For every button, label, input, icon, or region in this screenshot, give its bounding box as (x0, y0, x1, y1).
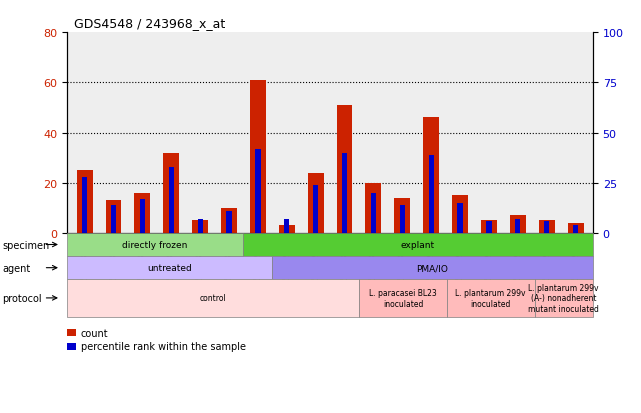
Text: L. plantarum 299v
inoculated: L. plantarum 299v inoculated (456, 289, 526, 308)
Bar (487, 221, 492, 233)
Text: protocol: protocol (2, 293, 42, 303)
Bar (429, 155, 434, 233)
Bar (279, 226, 295, 233)
Bar (192, 221, 208, 233)
Bar (539, 221, 554, 233)
Bar (111, 205, 116, 233)
Bar (544, 221, 549, 233)
Bar (135, 193, 151, 233)
Bar (197, 219, 203, 233)
Text: L. plantarum 299v
(A-) nonadherent
mutant inoculated: L. plantarum 299v (A-) nonadherent mutan… (528, 283, 599, 313)
Bar (452, 196, 468, 233)
Bar (106, 201, 121, 233)
Bar (250, 81, 266, 233)
Bar (400, 205, 405, 233)
Bar (226, 211, 231, 233)
Bar (481, 221, 497, 233)
Text: agent: agent (2, 263, 30, 273)
Text: directly frozen: directly frozen (122, 240, 188, 249)
Bar (284, 219, 289, 233)
Bar (515, 219, 520, 233)
Bar (458, 203, 463, 233)
Bar (82, 177, 87, 233)
Text: specimen: specimen (2, 240, 49, 250)
Bar (510, 216, 526, 233)
Bar (308, 173, 324, 233)
Bar (568, 223, 583, 233)
Text: GDS4548 / 243968_x_at: GDS4548 / 243968_x_at (74, 17, 225, 30)
Text: explant: explant (401, 240, 435, 249)
Bar (337, 106, 353, 233)
Bar (313, 185, 319, 233)
Text: PMA/IO: PMA/IO (417, 263, 448, 273)
Text: percentile rank within the sample: percentile rank within the sample (81, 342, 246, 351)
Bar (77, 171, 92, 233)
Bar (365, 183, 381, 233)
Bar (255, 149, 260, 233)
Bar (169, 167, 174, 233)
Bar (394, 198, 410, 233)
Bar (371, 193, 376, 233)
Text: count: count (81, 328, 108, 338)
Bar (140, 199, 145, 233)
Text: control: control (200, 294, 227, 303)
Bar (342, 153, 347, 233)
Text: untreated: untreated (147, 263, 192, 273)
Text: L. paracasei BL23
inoculated: L. paracasei BL23 inoculated (369, 289, 437, 308)
Bar (573, 225, 578, 233)
Bar (221, 208, 237, 233)
Bar (423, 118, 439, 233)
Bar (163, 153, 179, 233)
